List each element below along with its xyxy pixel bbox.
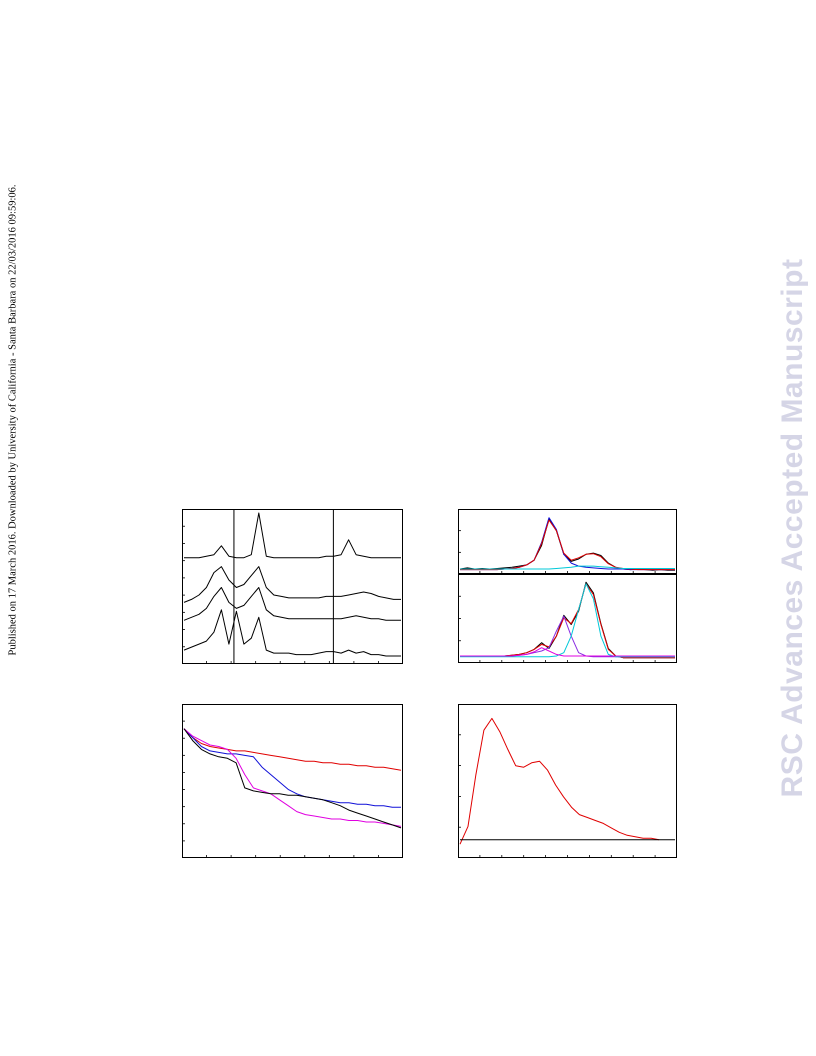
chart-bottom-right bbox=[458, 704, 677, 858]
series-line-black bbox=[183, 587, 401, 621]
series-line-black bbox=[183, 609, 401, 657]
plot-frame bbox=[458, 509, 677, 574]
chart-top-right-lower bbox=[458, 574, 677, 663]
journal-watermark: RSC Advances Accepted Manuscript bbox=[776, 258, 809, 798]
chart-bottom-left bbox=[182, 704, 403, 858]
series-line-black bbox=[460, 581, 675, 659]
series-line-red bbox=[183, 728, 402, 771]
series-line-purple bbox=[460, 615, 675, 658]
plot-frame bbox=[182, 509, 403, 664]
series-line-magenta bbox=[460, 647, 675, 657]
series-line-cyan bbox=[460, 583, 675, 658]
plot-frame bbox=[458, 574, 677, 663]
series-line-blue bbox=[183, 728, 401, 808]
series-line-black bbox=[183, 728, 402, 829]
series-line-black bbox=[184, 512, 401, 559]
plot-frame bbox=[458, 704, 677, 858]
series-line-red bbox=[460, 583, 675, 659]
chart-top-right-upper bbox=[458, 509, 677, 574]
series-line-black bbox=[459, 518, 675, 571]
plot-frame bbox=[182, 704, 403, 858]
download-note: Published on 17 March 2016. Downloaded b… bbox=[7, 184, 19, 656]
series-line-black bbox=[183, 566, 401, 603]
series-line-red bbox=[459, 717, 660, 845]
series-line-magenta bbox=[183, 728, 402, 827]
chart-top-left bbox=[182, 509, 403, 664]
series-line-red bbox=[460, 519, 675, 571]
series-line-blue bbox=[460, 517, 675, 571]
series-line-cyan bbox=[460, 565, 675, 570]
